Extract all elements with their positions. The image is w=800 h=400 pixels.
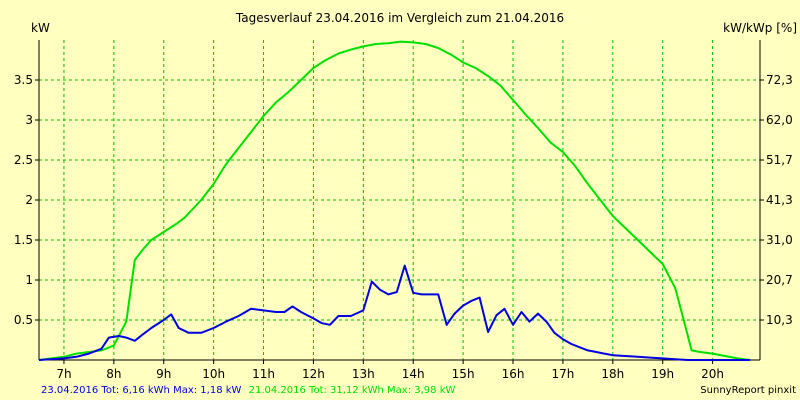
x-tick-label-3: 10h — [202, 367, 225, 381]
y-right-tick-label-0: 10,3 — [766, 313, 793, 327]
x-tick-label-4: 11h — [252, 367, 275, 381]
y-left-tick-label-6: 3.5 — [14, 73, 33, 87]
footer-credit: SunnyReport pinxit — [700, 385, 796, 396]
x-tick-label-5: 12h — [302, 367, 325, 381]
x-tick-label-13: 20h — [701, 367, 724, 381]
x-tick-label-0: 7h — [56, 367, 71, 381]
x-tick-label-2: 9h — [156, 367, 171, 381]
series-line-23.04.2016 — [38, 264, 750, 361]
y-left-tick-label-2: 1.5 — [14, 233, 33, 247]
tick-label-layer: 7h 8h 9h 10h 11h 12h 13h 14h 15h 16h 17h 18h 19h 20h 0… — [14, 73, 793, 381]
y-left-tick-label-3: 2 — [25, 193, 33, 207]
axis-layer — [35, 40, 764, 364]
x-tick-label-10: 17h — [551, 367, 574, 381]
x-tick-label-6: 13h — [352, 367, 375, 381]
y-right-tick-label-6: 72,3 — [766, 73, 793, 87]
grid-layer — [39, 40, 760, 360]
x-tick-label-12: 19h — [651, 367, 674, 381]
y-left-tick-label-1: 1 — [25, 273, 33, 287]
footer-legend: 23.04.2016 Tot: 6,16 kWh Max: 1,18 kW 21… — [41, 385, 455, 396]
x-tick-label-9: 16h — [502, 367, 525, 381]
y-axis-label-right: kW/kWp [%] — [723, 21, 797, 35]
y-right-tick-label-4: 51,7 — [766, 153, 793, 167]
y-right-tick-label-2: 31,0 — [766, 233, 793, 247]
y-right-tick-label-5: 62,0 — [766, 113, 793, 127]
chart-title: Tagesverlauf 23.04.2016 im Vergleich zum… — [235, 11, 564, 25]
y-right-tick-label-1: 20,7 — [766, 273, 793, 287]
x-tick-label-7: 14h — [402, 367, 425, 381]
footer-series-a: 23.04.2016 Tot: 6,16 kWh Max: 1,18 kW — [41, 385, 242, 396]
y-left-tick-label-5: 3 — [25, 113, 33, 127]
series-layer — [38, 40, 751, 361]
y-right-tick-label-3: 41,3 — [766, 193, 793, 207]
x-tick-label-8: 15h — [452, 367, 475, 381]
y-left-tick-label-4: 2.5 — [14, 153, 33, 167]
x-tick-label-11: 18h — [601, 367, 624, 381]
footer-series-b: 21.04.2016 Tot: 31,12 kWh Max: 3,98 kW — [249, 385, 456, 396]
y-axis-label-left: kW — [31, 21, 50, 35]
series-line-21.04.2016 — [38, 40, 751, 361]
y-left-tick-label-0: 0.5 — [14, 313, 33, 327]
x-tick-label-1: 8h — [106, 367, 121, 381]
